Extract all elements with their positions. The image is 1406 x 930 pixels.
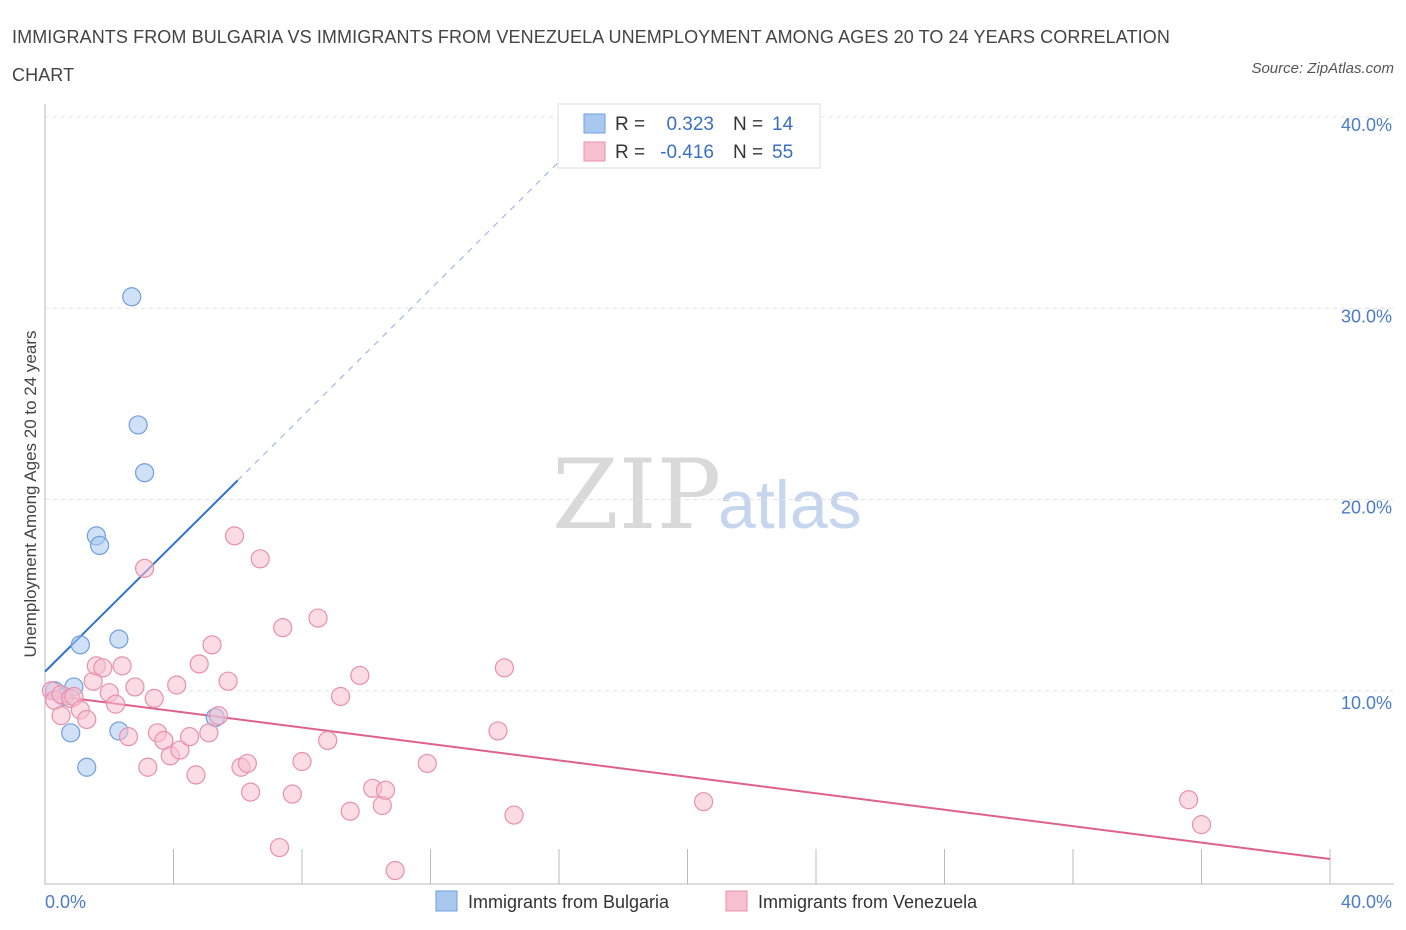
legend-swatch-venezuela (583, 141, 606, 162)
venezuela-point-18 (144, 688, 164, 709)
legend-n-value-venezuela: 55 (772, 142, 793, 163)
x-tick-label-min: 0.0% (45, 892, 86, 912)
venezuela-point-10 (93, 658, 113, 678)
series-legend-label-bulgaria: Immigrants from Bulgaria (468, 892, 670, 912)
venezuela-point-52 (504, 805, 524, 825)
y-axis-label: Unemployment Among Ages 20 to 24 years (21, 331, 40, 658)
chart-title: IMMIGRANTS FROM BULGARIA VS IMMIGRANTS F… (12, 27, 1170, 85)
y-tick-label-30: 30.0% (1341, 306, 1392, 326)
venezuela-point-44 (350, 665, 370, 686)
series-legend-swatch-bulgaria (435, 890, 458, 912)
bulgaria-point-12 (134, 463, 155, 483)
venezuela-point-27 (199, 723, 219, 743)
watermark-zip: ZIP (552, 439, 721, 551)
y-tick-label-10: 10.0% (1341, 693, 1392, 713)
y-tick-labels: 10.0% 20.0% 30.0% 40.0% (1341, 115, 1392, 713)
venezuela-point-47 (375, 780, 396, 800)
venezuela-point-55 (1191, 815, 1212, 835)
venezuela-point-40 (308, 608, 328, 628)
bulgaria-point-4 (70, 635, 90, 655)
venezuela-point-33 (237, 753, 257, 774)
venezuela-point-31 (224, 526, 245, 546)
venezuela-point-15 (125, 677, 145, 697)
series-legend: Immigrants from Bulgaria Immigrants from… (435, 890, 978, 912)
venezuela-trend-line (44, 693, 1331, 861)
venezuela-point-36 (269, 837, 290, 858)
watermark-atlas: atlas (718, 467, 862, 543)
venezuela-point-53 (693, 792, 714, 812)
venezuela-point-3 (51, 706, 71, 726)
bulgaria-trend-extension (237, 135, 586, 481)
venezuela-point-29 (208, 706, 229, 726)
gridlines (45, 116, 1394, 692)
legend-n-label-venezuela: N = (733, 142, 763, 163)
venezuela-point-16 (134, 558, 155, 578)
venezuela-point-42 (330, 686, 351, 707)
venezuela-point-49 (417, 753, 437, 774)
venezuela-point-34 (241, 782, 261, 802)
venezuela-point-24 (179, 727, 200, 747)
bulgaria-point-7 (90, 535, 110, 556)
venezuela-point-22 (167, 675, 187, 695)
venezuela-point-28 (202, 635, 222, 655)
venezuela-point-30 (218, 671, 238, 691)
legend-n-label-bulgaria: N = (733, 114, 763, 135)
series-legend-swatch-venezuela (725, 890, 748, 912)
series-legend-label-venezuela: Immigrants from Venezuela (758, 892, 978, 912)
stats-legend: R = 0.323 N = 14 R = -0.416 N = 55 (557, 103, 821, 169)
venezuela-point-43 (340, 801, 360, 821)
venezuela-point-17 (138, 757, 158, 777)
venezuela-point-50 (488, 721, 508, 741)
venezuela-point-38 (282, 784, 302, 804)
venezuela-point-54 (1179, 790, 1199, 810)
venezuela-point-48 (385, 860, 405, 881)
x-tick-label-max: 40.0% (1341, 892, 1392, 912)
venezuela-point-39 (292, 751, 312, 772)
data-points (41, 287, 1212, 881)
legend-r-label-venezuela: R = (615, 142, 645, 163)
bulgaria-point-11 (128, 415, 148, 435)
venezuela-point-37 (273, 618, 293, 638)
y-tick-label-20: 20.0% (1341, 498, 1392, 518)
venezuela-point-7 (77, 709, 97, 730)
venezuela-point-14 (118, 727, 139, 747)
venezuela-point-23 (170, 740, 190, 760)
venezuela-point-25 (186, 765, 206, 785)
bulgaria-point-2 (61, 723, 81, 743)
bulgaria-point-10 (122, 287, 142, 307)
bulgaria-point-5 (77, 757, 97, 777)
y-tick-label-40: 40.0% (1341, 115, 1392, 135)
legend-swatch-bulgaria (583, 113, 606, 134)
bulgaria-point-8 (109, 629, 129, 649)
venezuela-point-41 (318, 730, 338, 751)
venezuela-point-51 (494, 658, 514, 678)
legend-r-value-venezuela: -0.416 (660, 142, 714, 163)
venezuela-point-35 (250, 549, 270, 569)
legend-r-value-bulgaria: 0.323 (666, 114, 714, 135)
venezuela-point-13 (112, 656, 132, 676)
venezuela-point-26 (189, 654, 209, 674)
legend-n-value-bulgaria: 14 (772, 114, 794, 135)
chart-source: Source: ZipAtlas.com (1251, 60, 1394, 77)
x-axis-ticks (44, 849, 1331, 884)
venezuela-point-12 (106, 694, 126, 714)
legend-r-label-bulgaria: R = (615, 114, 645, 135)
